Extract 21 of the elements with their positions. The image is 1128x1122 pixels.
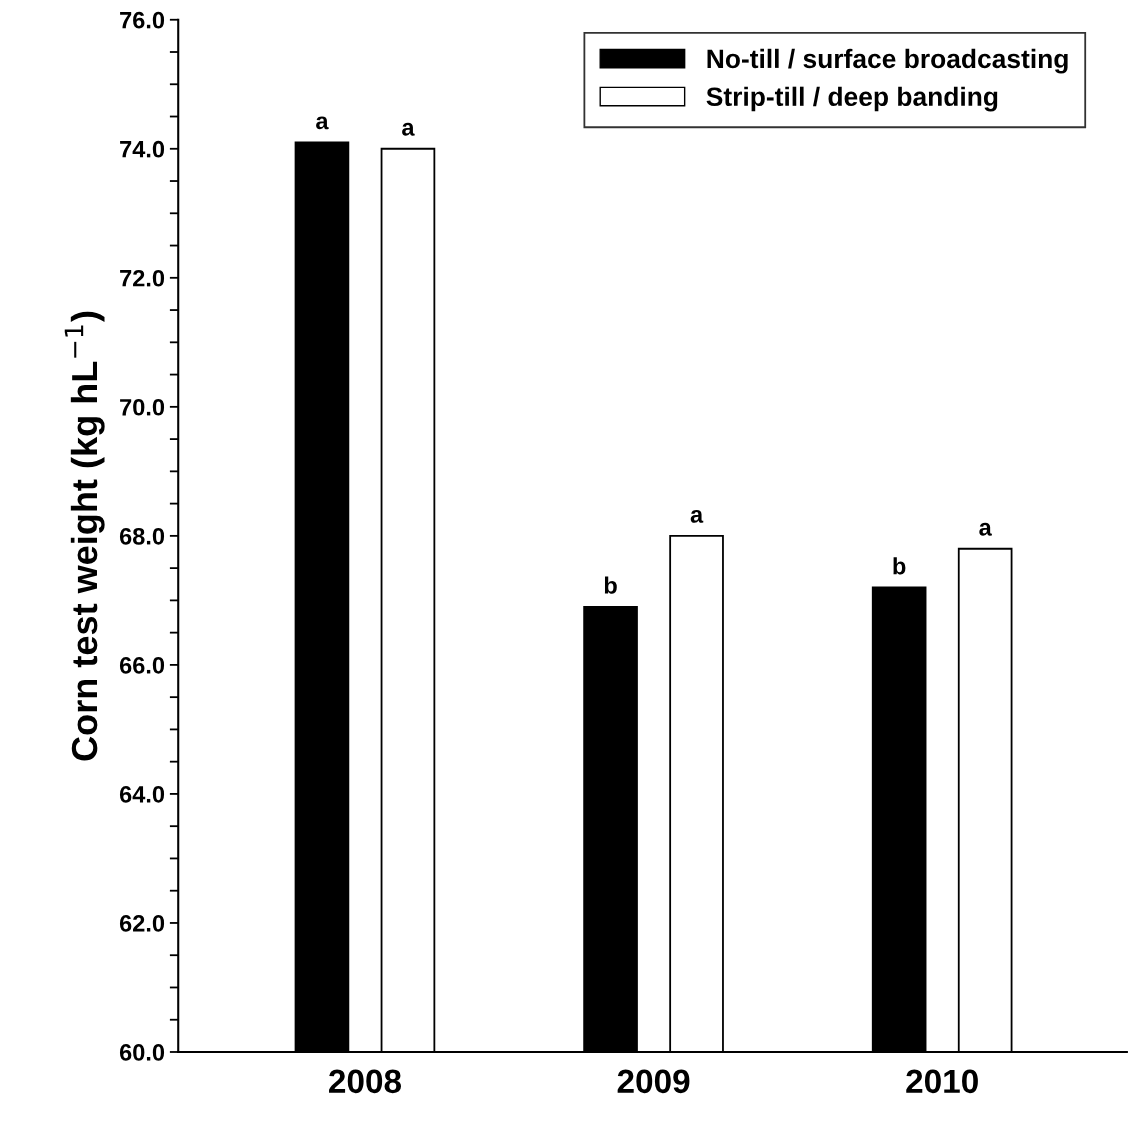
data-label: b bbox=[893, 557, 906, 575]
y-tick-label: 66.0 bbox=[119, 656, 165, 674]
data-label: a bbox=[979, 522, 992, 536]
data-label: a bbox=[316, 116, 329, 130]
x-tick-label: 2008 bbox=[329, 1069, 402, 1094]
y-tick-label: 74.0 bbox=[120, 140, 165, 158]
y-tick-label: 68.0 bbox=[119, 527, 165, 545]
y-tick-label: 72.0 bbox=[120, 269, 165, 287]
x-tick-label: 2009 bbox=[617, 1069, 690, 1094]
y-tick-label: 76.0 bbox=[120, 11, 165, 29]
legend-label: Strip-till / deep banding bbox=[706, 86, 998, 112]
y-tick-label: 70.0 bbox=[120, 398, 165, 416]
y-axis-title: Corn test weight (kg hL$^{−1}$) bbox=[64, 311, 105, 761]
legend-label: No-till / surface broadcasting bbox=[707, 48, 1068, 74]
data-label: a bbox=[402, 122, 415, 136]
data-label: a bbox=[690, 509, 704, 523]
y-tick-label: 60.0 bbox=[119, 1044, 165, 1061]
y-tick-label: 64.0 bbox=[119, 786, 165, 803]
x-tick-label: 2010 bbox=[906, 1069, 978, 1094]
data-label: b bbox=[604, 576, 617, 594]
y-tick-label: 62.0 bbox=[119, 915, 165, 932]
